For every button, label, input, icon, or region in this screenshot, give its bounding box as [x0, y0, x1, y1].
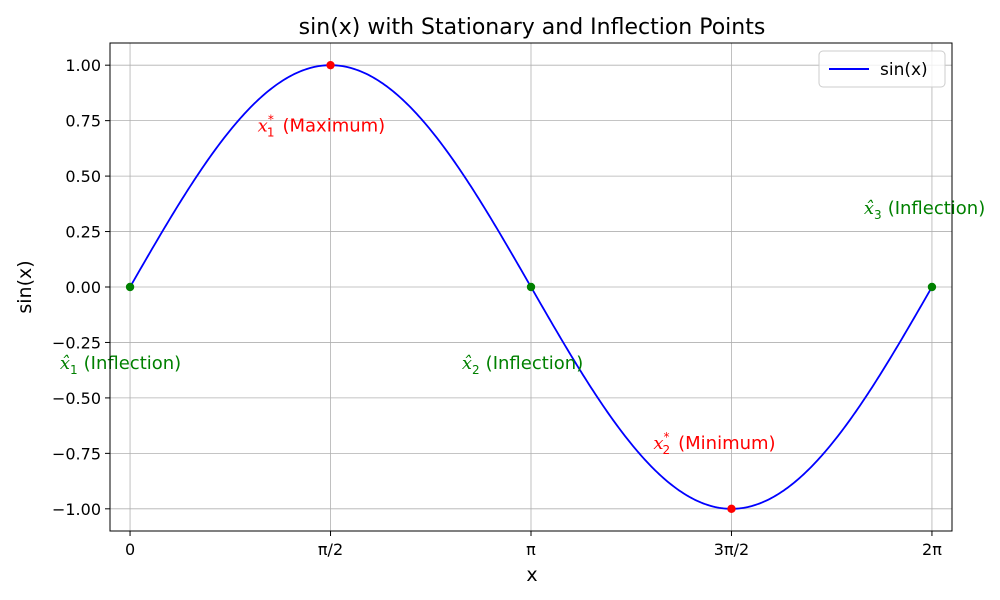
y-tick-label-3: 0.25 [65, 223, 101, 242]
chart-title: sin(x) with Stationary and Inflection Po… [299, 15, 766, 40]
annotation-inflection-3: x̂3 (Inflection) [864, 198, 985, 222]
y-tick-label-0: 1.00 [65, 56, 101, 75]
y-tick-label-8: −1.00 [52, 500, 101, 519]
grid [110, 43, 952, 531]
y-tick-label-1: 0.75 [65, 112, 101, 131]
annotation-inflection-1: x̂1 (Inflection) [60, 353, 181, 377]
y-tick-label-6: −0.50 [52, 389, 101, 408]
annotation-max: x* 1 (Maximum) [258, 113, 386, 140]
points-layer [125, 60, 937, 514]
point-inflection-3 [927, 282, 937, 292]
y-tick-label-7: −0.75 [52, 444, 101, 463]
point-minimum [727, 504, 736, 514]
legend: sin(x) [818, 50, 946, 88]
x-tick-label-3: 3π/2 [714, 540, 749, 559]
point-inflection-1 [125, 282, 135, 292]
legend-box [818, 50, 946, 88]
y-tick-label-4: 0.00 [65, 278, 101, 297]
annotations-layer: x* 1 (Maximum) x* 2 (Minimum) x̂1 (Inflection) x… [60, 113, 985, 457]
x-tick-label-2: π [526, 540, 536, 559]
point-maximum [326, 60, 335, 70]
point-inflection-2 [526, 282, 536, 292]
legend-label-sin: sin(x) [880, 60, 928, 80]
x-axis-label: x [526, 564, 537, 586]
annotation-inflection-2: x̂2 (Inflection) [462, 353, 583, 377]
y-tick-label-5: −0.25 [52, 333, 101, 352]
annotation-min: x* 2 (Minimum) [653, 430, 775, 457]
x-tick-label-4: 2π [922, 540, 942, 559]
y-axis-label: sin(x) [14, 260, 36, 313]
y-tick-label-2: 0.50 [65, 167, 101, 186]
x-tick-label-1: π/2 [318, 540, 343, 559]
ticks-layer: 0 π/2 π 3π/2 2π 1.00 0.75 0.50 0.25 0.00 −0.25 −0.5… [52, 56, 942, 559]
x-tick-label-0: 0 [125, 540, 135, 559]
